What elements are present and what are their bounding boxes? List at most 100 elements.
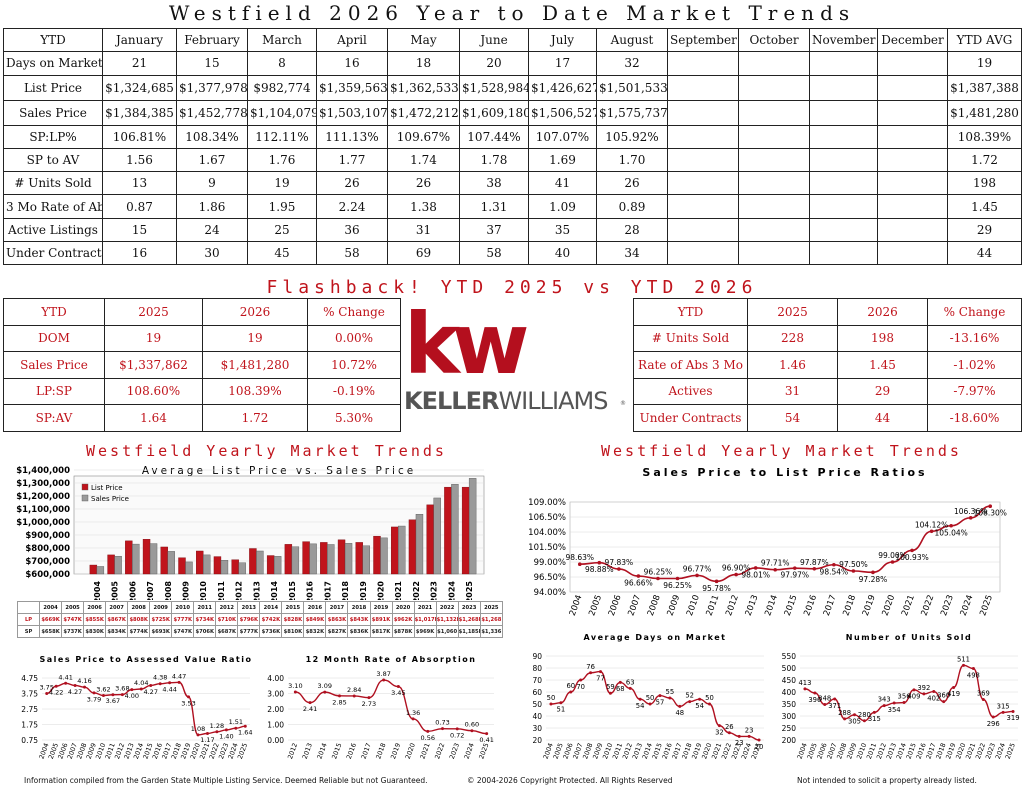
table-row: LP:SP 108.60% 108.39% -0.19% <box>3 377 401 405</box>
data-point <box>577 562 582 567</box>
bar-list-price <box>426 504 434 575</box>
data-point <box>338 694 341 698</box>
x-tick-label: 2020 <box>881 594 898 618</box>
bar-sales-price <box>96 566 105 575</box>
x-tick-label: 2018 <box>341 581 350 600</box>
y-tick-label: 500 <box>782 664 797 673</box>
table-cell: 198 <box>947 171 1022 196</box>
x-tick-label: 2025 <box>477 742 490 760</box>
bar-list-price <box>125 540 133 575</box>
sp-av-ratio-chart: Sales Price to Assessed Value Ratio 0.75 1… <box>21 655 252 760</box>
bar-sales-price <box>167 551 175 575</box>
table-cell: 2016 <box>303 601 327 614</box>
bar-sales-price <box>344 543 353 575</box>
data-label: 26 <box>725 723 734 731</box>
data-point <box>308 701 312 705</box>
data-label: 54 <box>636 702 645 710</box>
table-cell: $863K <box>325 613 349 626</box>
table-cell <box>809 74 878 101</box>
table-cell: YTD <box>3 298 105 326</box>
table-cell: $1,387,388 <box>947 74 1022 101</box>
data-point <box>396 685 400 689</box>
y-tick-label: $1,300,000 <box>16 479 70 489</box>
table-cell: 1.45 <box>837 351 928 379</box>
data-point <box>675 576 680 581</box>
table-cell: 2015 <box>281 601 305 614</box>
data-label: 4.27 <box>68 688 82 696</box>
data-point <box>293 690 297 694</box>
data-label: 2.73 <box>362 700 376 708</box>
table-cell <box>877 241 948 266</box>
bar-sales-price <box>256 550 264 575</box>
data-point <box>579 678 583 682</box>
data-label: 402 <box>927 694 940 702</box>
data-label: 95.78% <box>702 584 731 593</box>
data-point <box>872 710 876 714</box>
data-point <box>485 732 489 736</box>
data-point <box>638 697 642 701</box>
table-cell: 30 <box>176 241 248 266</box>
data-point <box>882 704 886 708</box>
x-tick-label: 2018 <box>374 742 387 760</box>
data-point <box>323 690 327 694</box>
table-cell: 1.95 <box>247 194 317 219</box>
data-label: 98.88% <box>585 565 614 574</box>
table-cell: $817K <box>369 625 393 638</box>
bar-list-price <box>373 535 381 575</box>
data-point <box>823 702 827 706</box>
table-cell: 32 <box>596 51 668 76</box>
data-point <box>168 681 172 685</box>
table-cell: 26 <box>387 171 460 196</box>
data-point <box>890 560 895 564</box>
table-cell <box>667 147 739 173</box>
data-label: 55 <box>666 688 675 696</box>
table-cell: 2021 <box>413 601 437 614</box>
bar-list-price <box>89 564 98 575</box>
data-point <box>952 685 956 689</box>
data-label: 52 <box>685 692 694 700</box>
table-cell: July <box>528 27 597 53</box>
table-cell: $774K <box>127 625 151 638</box>
bar-list-price <box>213 556 222 575</box>
x-tick-label: 2015 <box>783 594 800 618</box>
y-tick-label: 250 <box>782 724 797 733</box>
avg-price-chart: Average List Price vs. Sales Price $600,0… <box>16 465 485 600</box>
table-cell: 2013 <box>237 601 261 614</box>
table-row: Under Contracts 54 44 -18.60% <box>633 404 1022 432</box>
data-point <box>549 702 553 706</box>
data-label: 4.27 <box>143 688 157 696</box>
table-cell: 1.70 <box>596 147 668 173</box>
table-cell: Days on Market <box>3 51 103 76</box>
x-tick-label: 2022 <box>433 742 446 760</box>
data-point <box>45 692 49 695</box>
data-label: 50 <box>547 694 556 702</box>
y-tick-label: 200 <box>782 736 797 745</box>
data-label: 100.93% <box>895 553 928 562</box>
table-cell: 2018 <box>347 601 371 614</box>
table-row: DOM 19 19 0.00% <box>3 324 401 352</box>
table-cell: 2005 <box>61 601 85 614</box>
data-label: 50 <box>705 694 714 702</box>
data-point <box>698 697 702 701</box>
data-label: 77 <box>596 674 605 682</box>
bar-list-price <box>160 546 168 575</box>
data-point <box>902 701 906 705</box>
data-point <box>1001 710 1005 714</box>
table-cell: SP to AV <box>3 147 103 173</box>
days-on-market-chart: Average Days on Market203040506070809050… <box>532 633 764 760</box>
data-point <box>618 680 622 684</box>
bar-sales-price <box>114 555 122 575</box>
bar-sales-price <box>362 545 370 575</box>
data-label: 1.08 <box>191 725 205 733</box>
table-cell: 1.31 <box>459 194 529 219</box>
table-cell: 41 <box>528 171 597 196</box>
table-cell: 29 <box>837 377 928 405</box>
table-cell: DOM <box>3 324 105 352</box>
table-cell <box>738 241 810 266</box>
table-cell: 31 <box>387 217 460 243</box>
data-point <box>158 682 162 686</box>
table-cell: Sales Price <box>3 99 103 126</box>
y-tick-label: 99.00% <box>534 558 566 568</box>
table-cell: $777K <box>237 625 261 638</box>
y-tick-label: $1,100,000 <box>16 505 70 515</box>
